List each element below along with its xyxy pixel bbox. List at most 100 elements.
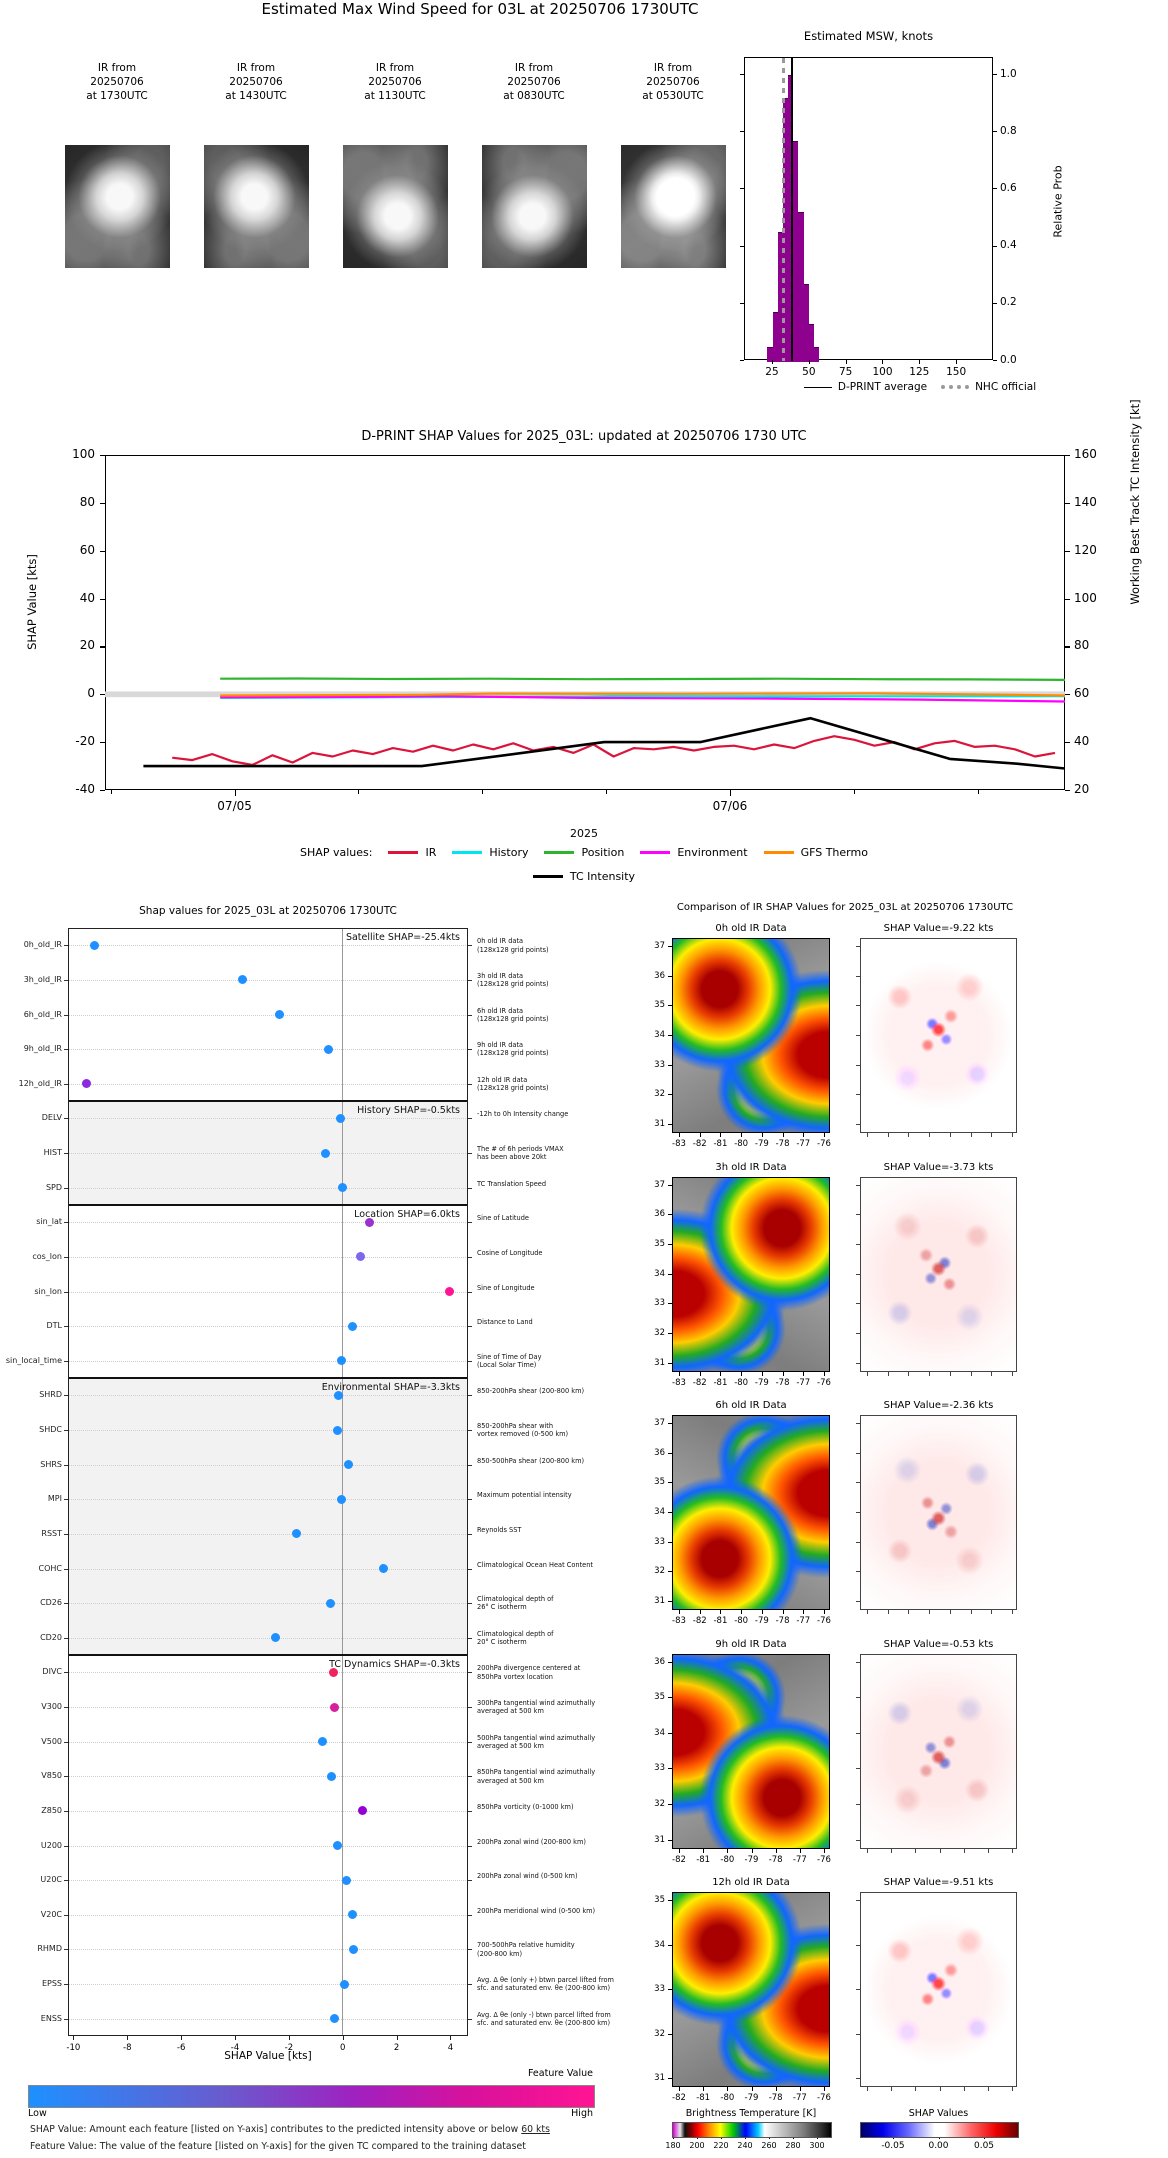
timeseries-ytick-right-label: 160 [1074, 447, 1097, 461]
shapmap-ytick-mark [856, 1303, 860, 1305]
histogram-ytick-mark-left [740, 360, 744, 361]
shapmap-xtick-mark [949, 1610, 951, 1614]
feature-label: V300 [41, 1702, 62, 1712]
timeseries-xtick-label: 07/06 [712, 799, 748, 813]
histogram-ytick-mark [993, 360, 997, 361]
feature-label: SPD [45, 1182, 62, 1192]
map-xtick-mark [727, 2087, 729, 2091]
timeseries-ytick-right-mark [1065, 790, 1070, 792]
legend-label: IR [425, 846, 437, 859]
histogram-ytick-mark-left [740, 188, 744, 190]
histogram-bar [803, 283, 809, 362]
timeseries-xtick-label: 07/05 [217, 799, 252, 813]
shapmap-ytick-mark [856, 1697, 860, 1699]
timeseries-plot [105, 455, 1065, 790]
section-divider [68, 1100, 468, 1103]
shapmap-ytick-mark [856, 1989, 860, 1990]
map-ytick-label: 37 [654, 1179, 665, 1190]
dotplot-xtick-label: 2 [393, 2043, 400, 2053]
map-xtick-label: -79 [754, 1139, 769, 1149]
shap-colorbar [860, 2122, 1019, 2138]
map-ytick-mark [668, 1512, 672, 1513]
dotplot-title: Shap values for 2025_03L at 20250706 173… [139, 905, 397, 917]
shapmap-ytick-mark [856, 1423, 860, 1424]
shapmap-xtick-mark [991, 1371, 993, 1376]
ir-thumbnail-image [482, 145, 587, 268]
shapmap-xtick-mark [915, 2087, 917, 2091]
series-environment [220, 695, 1065, 703]
shapmap-xtick-mark [908, 1371, 910, 1376]
feature-tick-right [468, 1083, 472, 1085]
shap-dot-ENSS [330, 2014, 340, 2024]
shapmap-ytick-mark [856, 1944, 860, 1946]
timeseries-ytick-left-label: 40 [79, 590, 95, 605]
row-gridline [68, 1014, 468, 1016]
timeseries-ytick-left-mark [100, 550, 105, 552]
map-xtick-label: -76 [817, 1377, 831, 1388]
timeseries-ytick-right-mark [1065, 646, 1070, 648]
row-gridline [68, 1603, 468, 1605]
shapmap-xtick-mark [887, 1133, 889, 1137]
map-xtick-mark [761, 1133, 763, 1137]
shap-dot-DELV [335, 1113, 345, 1123]
line-swatch [763, 851, 794, 854]
feature-description: 850-200hPa shear (200-800 km) [477, 1387, 585, 1396]
feature-tick-right [468, 1118, 472, 1120]
map-ytick-label: 34 [654, 1727, 665, 1738]
dotplot-border [68, 928, 468, 2036]
timeseries-ytick-left-label: -20 [75, 734, 95, 749]
footnote-2: Feature Value: The value of the feature … [30, 2141, 526, 2152]
shapmap-ytick-mark [856, 2033, 860, 2035]
feature-label: RHMD [37, 1944, 62, 1954]
row-gridline [68, 1568, 468, 1570]
legend-label: GFS Thermo [800, 846, 868, 859]
map-xtick-mark [782, 1371, 784, 1376]
map-ytick-mark [668, 1661, 672, 1663]
histogram-bar [808, 323, 814, 362]
shapmap-xtick-mark [887, 1610, 889, 1614]
feature-tick-right [468, 1707, 472, 1709]
dotplot-xtick-mark [73, 2036, 75, 2040]
map-ytick-label: 36 [654, 970, 665, 981]
feature-tick-left [64, 945, 68, 947]
map-xtick-label: -77 [792, 2093, 807, 2103]
timeseries-xtick-mark [729, 790, 732, 796]
ir-map-art [673, 1177, 829, 1371]
map-ytick-mark [668, 2078, 672, 2079]
dotplot-xtick-label: 4 [447, 2043, 454, 2053]
shapmap-xtick-mark [963, 1848, 965, 1853]
dotplot-xtick-mark [288, 2036, 290, 2040]
footnote-1-underlined: 60 kts [521, 2124, 550, 2135]
feature-label: HIST [43, 1148, 62, 1158]
shap-dot-V300 [330, 1702, 340, 1712]
zero-line [341, 928, 344, 2036]
histogram-xtick-mark [845, 360, 847, 364]
legend-label: History [489, 846, 529, 859]
timeseries-ytick-right-mark [1065, 742, 1070, 744]
timeseries-svg [105, 677, 1065, 770]
timeseries-ytick-left-mark [100, 598, 105, 600]
feature-tick-right [468, 1533, 472, 1535]
shap-map [860, 938, 1017, 1133]
shap-dot-12h_old_IR [82, 1079, 92, 1089]
shap-dot-COHC [378, 1564, 388, 1574]
ir-thumbnail-image [343, 145, 448, 268]
shap-dot-SHRS [343, 1460, 353, 1470]
row-gridline [68, 1049, 468, 1051]
map-xtick-mark [720, 1133, 722, 1137]
feature-tick-left [64, 1222, 68, 1224]
shap-dot-HIST [320, 1148, 330, 1158]
ir-map-art [673, 1416, 829, 1609]
map-xtick-mark [741, 1133, 743, 1137]
map-xtick-mark [679, 1133, 680, 1137]
shap-dot-9h_old_IR [323, 1044, 333, 1054]
feature-description: 0h old IR data (128x128 grid points) [477, 937, 549, 954]
feature-description: Distance to Land [477, 1318, 533, 1327]
shapmap-ytick-mark [856, 1571, 860, 1573]
feature-description: Avg. Δ θe (only +) btwn parcel lifted fr… [477, 1976, 614, 1993]
timeseries-ytick-right-label: 40 [1074, 734, 1090, 749]
shapmap-xtick-mark [908, 1610, 910, 1614]
timeseries-ytick-right-mark [1065, 550, 1070, 552]
histogram-bar [777, 232, 783, 362]
map-xtick-label: -82 [692, 1377, 707, 1388]
